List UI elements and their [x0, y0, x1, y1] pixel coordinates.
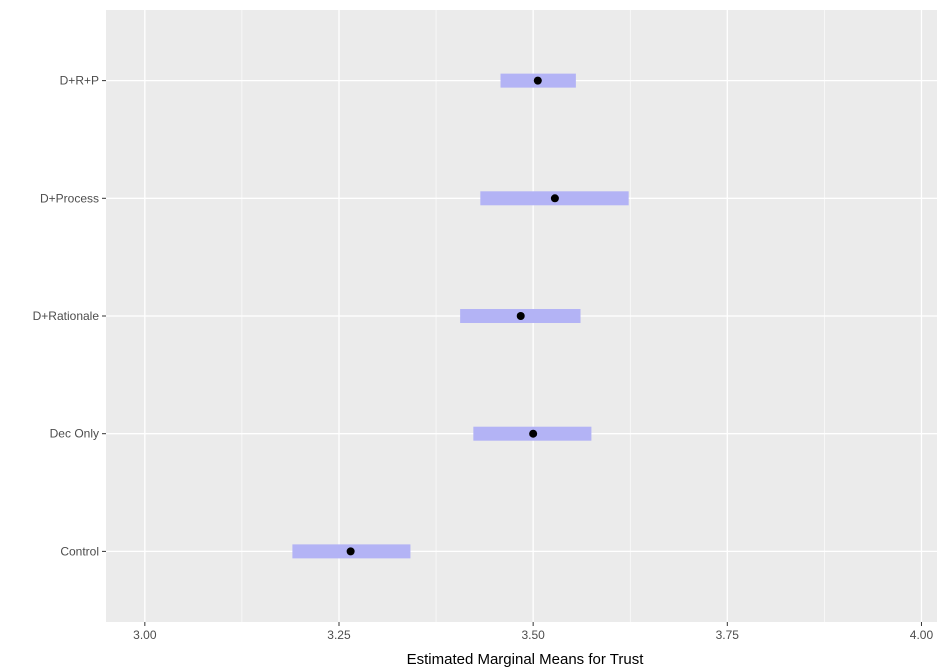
x-tick-label: 3.00 [133, 628, 157, 642]
y-axis: Control Dec Only D+Rationale D+Process D+R+P [33, 74, 106, 558]
mean-point [529, 429, 538, 438]
y-tick-label: D+R+P [60, 74, 99, 88]
mean-points [346, 76, 559, 556]
x-axis: 3.00 3.25 3.50 3.75 4.00 [133, 622, 933, 642]
mean-point [346, 547, 355, 556]
x-tick-label: 3.75 [716, 628, 740, 642]
x-tick-label: 3.25 [327, 628, 351, 642]
y-tick-label: Control [60, 544, 99, 558]
x-tick-label: 4.00 [910, 628, 934, 642]
mean-point [516, 312, 525, 320]
y-tick-label: D+Rationale [33, 309, 100, 323]
y-tick-label: D+Process [40, 191, 99, 205]
mean-point [533, 76, 542, 85]
x-tick-label: 3.50 [521, 628, 545, 642]
mean-point [550, 194, 559, 203]
y-tick-label: Dec Only [50, 427, 99, 441]
confidence-intervals [292, 73, 629, 559]
x-axis-title: Estimated Marginal Means for Trust [407, 651, 645, 668]
